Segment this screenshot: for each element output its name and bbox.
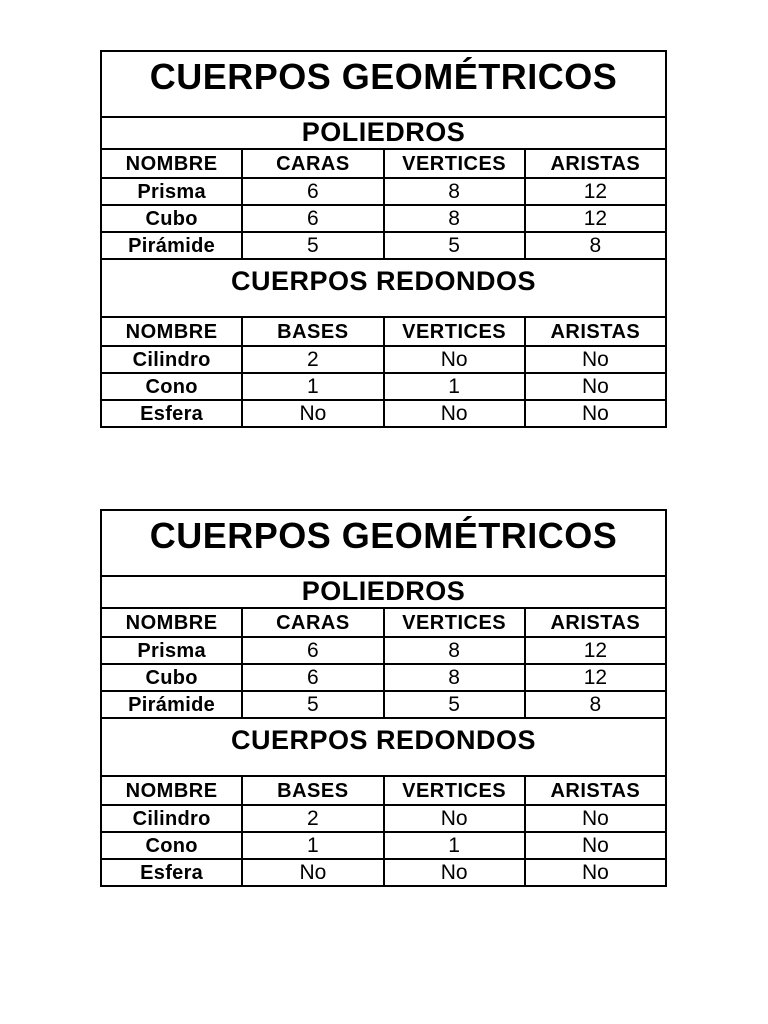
- table-row: Esfera No No No: [99, 858, 668, 887]
- cell-value: No: [523, 858, 668, 887]
- column-header-caras: CARAS: [241, 148, 385, 179]
- cell-value: 8: [382, 177, 526, 206]
- cell-value: 1: [241, 372, 385, 401]
- table-row: Pirámide 5 5 8: [99, 690, 668, 719]
- cuerpos-geometricos-table-1: CUERPOS GEOMÉTRICOS POLIEDROS NOMBRE CAR…: [99, 50, 668, 428]
- table-row: Cubo 6 8 12: [99, 204, 668, 233]
- cell-value: 12: [523, 204, 668, 233]
- section-heading-poliedros: POLIEDROS: [100, 116, 667, 150]
- cell-value: 8: [523, 690, 668, 719]
- cell-value: No: [241, 399, 385, 428]
- cell-value: 5: [382, 690, 526, 719]
- row-name: Esfera: [99, 399, 244, 428]
- table-row: Prisma 6 8 12: [99, 177, 668, 206]
- row-name: Cono: [99, 372, 244, 401]
- cell-value: No: [382, 399, 526, 428]
- table-row: POLIEDROS: [100, 575, 667, 609]
- table-row: Esfera No No No: [99, 399, 668, 428]
- table-row: Cono 1 1 No: [99, 372, 668, 401]
- cell-value: No: [523, 399, 668, 428]
- cell-value: 6: [241, 204, 385, 233]
- table-row: Cilindro 2 No No: [99, 804, 668, 833]
- table-row: CUERPOS GEOMÉTRICOS: [100, 50, 667, 118]
- column-header-bases: BASES: [241, 775, 385, 806]
- table-row: Cilindro 2 No No: [99, 345, 668, 374]
- cell-value: No: [523, 804, 668, 833]
- column-header-aristas: ARISTAS: [523, 607, 668, 638]
- cell-value: 8: [382, 636, 526, 665]
- cell-value: 12: [523, 636, 668, 665]
- table-row: Prisma 6 8 12: [99, 636, 668, 665]
- section-heading-cuerpos-redondos: CUERPOS REDONDOS: [100, 717, 667, 777]
- table-row: CUERPOS REDONDOS: [100, 258, 667, 318]
- table-row: NOMBRE CARAS VERTICES ARISTAS: [99, 607, 668, 638]
- cell-value: 5: [241, 690, 385, 719]
- row-name: Cilindro: [99, 804, 244, 833]
- table-row: Pirámide 5 5 8: [99, 231, 668, 260]
- cell-value: 5: [382, 231, 526, 260]
- cell-value: No: [382, 345, 526, 374]
- column-header-caras: CARAS: [241, 607, 385, 638]
- column-header-aristas: ARISTAS: [523, 775, 668, 806]
- row-name: Cubo: [99, 204, 244, 233]
- cell-value: 1: [382, 372, 526, 401]
- row-name: Esfera: [99, 858, 244, 887]
- cuerpos-geometricos-table-2: CUERPOS GEOMÉTRICOS POLIEDROS NOMBRE CAR…: [99, 509, 668, 887]
- column-header-vertices: VERTICES: [382, 148, 526, 179]
- section-heading-poliedros: POLIEDROS: [100, 575, 667, 609]
- row-name: Pirámide: [99, 690, 244, 719]
- row-name: Cono: [99, 831, 244, 860]
- column-header-nombre: NOMBRE: [99, 148, 244, 179]
- cell-value: 1: [241, 831, 385, 860]
- column-header-vertices: VERTICES: [382, 607, 526, 638]
- column-header-nombre: NOMBRE: [99, 607, 244, 638]
- cell-value: 2: [241, 804, 385, 833]
- cell-value: No: [382, 804, 526, 833]
- column-header-vertices: VERTICES: [382, 316, 526, 347]
- column-header-nombre: NOMBRE: [99, 316, 244, 347]
- cell-value: 6: [241, 663, 385, 692]
- cell-value: 5: [241, 231, 385, 260]
- cell-value: 1: [382, 831, 526, 860]
- table-row: POLIEDROS: [100, 116, 667, 150]
- table-row: NOMBRE BASES VERTICES ARISTAS: [99, 316, 668, 347]
- row-name: Cubo: [99, 663, 244, 692]
- cell-value: No: [523, 345, 668, 374]
- table-row: NOMBRE CARAS VERTICES ARISTAS: [99, 148, 668, 179]
- row-name: Cilindro: [99, 345, 244, 374]
- table-row: CUERPOS REDONDOS: [100, 717, 667, 777]
- cell-value: No: [523, 831, 668, 860]
- column-header-aristas: ARISTAS: [523, 316, 668, 347]
- cell-value: 6: [241, 177, 385, 206]
- cell-value: No: [523, 372, 668, 401]
- cell-value: 6: [241, 636, 385, 665]
- cell-value: 8: [382, 204, 526, 233]
- table-title: CUERPOS GEOMÉTRICOS: [100, 50, 667, 118]
- table-row: Cubo 6 8 12: [99, 663, 668, 692]
- column-header-vertices: VERTICES: [382, 775, 526, 806]
- cell-value: No: [382, 858, 526, 887]
- table-row: CUERPOS GEOMÉTRICOS: [100, 509, 667, 577]
- column-header-nombre: NOMBRE: [99, 775, 244, 806]
- row-name: Pirámide: [99, 231, 244, 260]
- column-header-bases: BASES: [241, 316, 385, 347]
- cell-value: 12: [523, 663, 668, 692]
- cell-value: 8: [523, 231, 668, 260]
- cell-value: 8: [382, 663, 526, 692]
- row-name: Prisma: [99, 636, 244, 665]
- table-title: CUERPOS GEOMÉTRICOS: [100, 509, 667, 577]
- column-header-aristas: ARISTAS: [523, 148, 668, 179]
- row-name: Prisma: [99, 177, 244, 206]
- cell-value: No: [241, 858, 385, 887]
- section-heading-cuerpos-redondos: CUERPOS REDONDOS: [100, 258, 667, 318]
- cell-value: 12: [523, 177, 668, 206]
- cell-value: 2: [241, 345, 385, 374]
- table-row: Cono 1 1 No: [99, 831, 668, 860]
- table-row: NOMBRE BASES VERTICES ARISTAS: [99, 775, 668, 806]
